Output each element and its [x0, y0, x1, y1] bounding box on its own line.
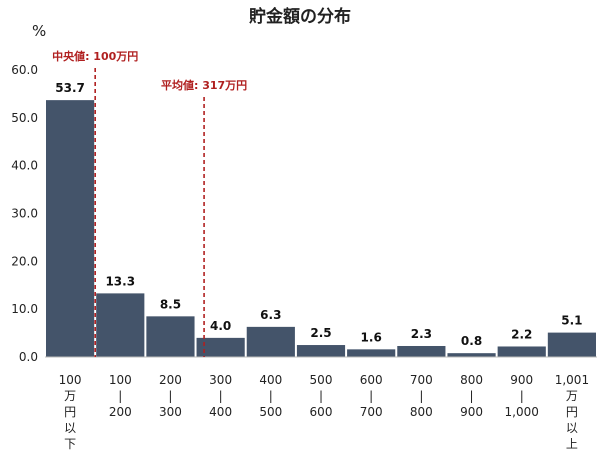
x-tick-label: |: [419, 389, 423, 403]
y-tick-label: 60.0: [11, 63, 38, 77]
data-label: 13.3: [105, 274, 135, 288]
x-tick-label: 100: [109, 373, 132, 387]
data-label: 2.5: [310, 326, 331, 340]
data-label: 2.2: [511, 327, 532, 341]
x-axis-labels: 100万円以下100|200200|300300|400400|500500|6…: [59, 373, 589, 451]
data-label: 0.8: [461, 334, 482, 348]
reference-label: 平均値: 317万円: [161, 78, 247, 92]
x-tick-label: |: [269, 389, 273, 403]
x-tick-label: 400: [209, 405, 232, 419]
x-tick-label: 100: [59, 373, 82, 387]
x-tick-label: |: [369, 389, 373, 403]
x-tick-label: 700: [360, 405, 383, 419]
x-tick-label: 1,001: [555, 373, 589, 387]
x-tick-label: 900: [460, 405, 483, 419]
x-tick-label: |: [319, 389, 323, 403]
y-tick-label: 0.0: [19, 350, 38, 364]
x-tick-label: 以: [566, 421, 578, 435]
x-tick-label: 400: [259, 373, 282, 387]
bar: [296, 345, 346, 357]
x-tick-label: 1,000: [505, 405, 539, 419]
bar: [46, 100, 95, 357]
y-tick-label: 20.0: [11, 254, 38, 268]
data-label: 4.0: [210, 319, 231, 333]
x-tick-label: 900: [510, 373, 533, 387]
x-tick-label: 500: [310, 373, 333, 387]
x-tick-label: |: [520, 389, 524, 403]
x-tick-label: 万: [566, 389, 578, 403]
x-tick-label: 以: [64, 421, 76, 435]
bar: [447, 353, 496, 357]
bar: [497, 346, 546, 357]
x-tick-label: 800: [460, 373, 483, 387]
data-label: 53.7: [55, 81, 85, 95]
x-tick-label: 200: [109, 405, 132, 419]
data-label: 8.5: [160, 297, 181, 311]
x-tick-label: 800: [410, 405, 433, 419]
x-tick-label: 600: [360, 373, 383, 387]
data-label: 6.3: [260, 308, 281, 322]
data-labels: 53.7 13.3 8.5 4.0 6.3 2.5 1.6 2.3 0.8 2.2 5.1: [55, 81, 582, 348]
reference-label: 中央値: 100万円: [52, 49, 138, 63]
x-tick-label: |: [219, 389, 223, 403]
x-tick-label: |: [470, 389, 474, 403]
y-axis-ticks: 0.0 10.0 20.0 30.0 40.0 50.0 60.0: [11, 63, 38, 364]
bar: [547, 332, 596, 357]
y-tick-label: 40.0: [11, 159, 38, 173]
data-label: 5.1: [561, 314, 582, 328]
y-tick-label: 50.0: [11, 111, 38, 125]
data-label: 1.6: [361, 330, 382, 344]
bars: [46, 100, 596, 357]
x-tick-label: 300: [159, 405, 182, 419]
x-tick-label: |: [118, 389, 122, 403]
y-tick-label: 30.0: [11, 207, 38, 221]
y-axis-unit: %: [32, 22, 46, 40]
x-tick-label: 300: [209, 373, 232, 387]
x-tick-label: |: [168, 389, 172, 403]
y-tick-label: 10.0: [11, 302, 38, 316]
bar: [246, 326, 295, 357]
x-tick-label: 200: [159, 373, 182, 387]
x-tick-label: 下: [64, 437, 76, 451]
x-tick-label: 700: [410, 373, 433, 387]
x-tick-label: 円: [566, 405, 578, 419]
x-tick-label: 円: [64, 405, 76, 419]
bar: [347, 349, 396, 357]
bar: [397, 345, 446, 357]
x-tick-label: 500: [259, 405, 282, 419]
x-tick-label: 上: [566, 437, 578, 451]
chart-title: 貯金額の分布: [249, 6, 351, 27]
bar: [96, 293, 145, 357]
x-tick-label: 600: [310, 405, 333, 419]
data-label: 2.3: [411, 327, 432, 341]
x-tick-label: 万: [64, 389, 76, 403]
bar: [196, 337, 245, 357]
bar: [146, 316, 195, 357]
